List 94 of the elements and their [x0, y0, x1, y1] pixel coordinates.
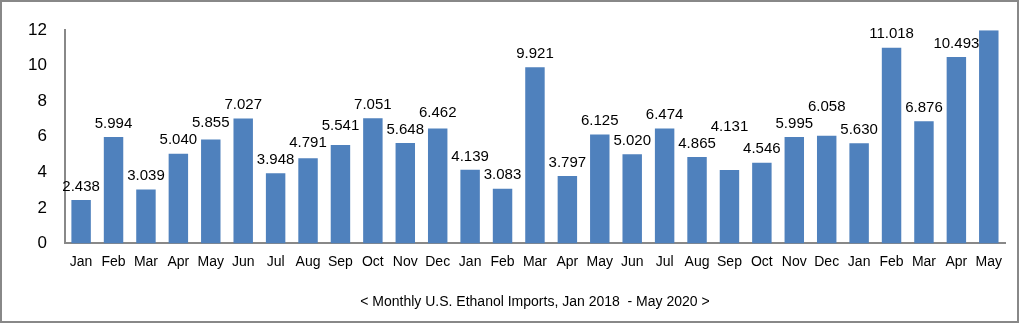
x-tick-label: Mar — [911, 252, 937, 269]
x-tick-label: Feb — [101, 252, 126, 269]
x-tick-label: Feb — [490, 252, 515, 269]
x-tick-label: Apr — [945, 252, 968, 269]
data-label: 5.541 — [321, 115, 360, 133]
y-tick-label: 8 — [37, 90, 47, 110]
bar — [816, 135, 837, 244]
x-tick-label: May — [975, 252, 1003, 269]
data-label: 7.027 — [224, 95, 262, 113]
data-label: 7.051 — [354, 94, 392, 112]
x-tick-label: Oct — [750, 252, 773, 269]
bar — [265, 173, 286, 244]
data-label: 6.058 — [807, 96, 846, 114]
x-tick-label: Sep — [717, 252, 743, 269]
data-label: 5.995 — [775, 113, 814, 131]
data-label: 3.797 — [548, 152, 587, 170]
bar — [752, 162, 772, 244]
x-tick-label: Nov — [781, 252, 807, 269]
x-tick-label: Apr — [167, 252, 190, 269]
data-label: 6.462 — [418, 102, 457, 120]
bar — [557, 175, 578, 244]
x-tick-label: Jan — [458, 252, 482, 269]
bar — [201, 139, 221, 244]
bar — [719, 170, 740, 244]
bar — [784, 136, 805, 244]
bar — [103, 136, 124, 244]
x-tick-label: Mar — [133, 252, 159, 269]
data-label: 9.921 — [516, 43, 554, 61]
bar — [849, 143, 869, 244]
bar — [395, 143, 416, 244]
data-label: 2.438 — [62, 176, 100, 194]
data-label: 5.648 — [386, 119, 425, 137]
bar — [427, 128, 448, 244]
x-tick-label: May — [197, 252, 225, 269]
bar — [298, 158, 318, 244]
x-tick-label: Dec — [814, 252, 840, 269]
bar — [460, 169, 480, 244]
data-label: 4.131 — [710, 116, 749, 134]
data-label: 5.855 — [192, 113, 230, 131]
data-label: 4.546 — [743, 139, 781, 157]
bar — [979, 30, 999, 244]
x-tick-label: Mar — [522, 252, 548, 269]
data-label: 6.474 — [645, 105, 684, 123]
x-tick-label: Jun — [620, 252, 644, 269]
data-label: 3.948 — [256, 149, 295, 167]
y-tick-label: 12 — [27, 19, 47, 39]
x-tick-label: May — [586, 252, 614, 269]
data-label: 4.139 — [451, 146, 489, 164]
bar — [71, 200, 91, 244]
data-label: 5.994 — [94, 113, 133, 131]
bar — [363, 118, 383, 244]
x-axis-title: < Monthly U.S. Ethanol Imports, Jan 2018 - May 2020 > — [360, 293, 710, 310]
bar — [168, 153, 189, 244]
bar — [525, 67, 545, 244]
x-tick-label: Aug — [684, 252, 710, 269]
data-label: 6.876 — [905, 97, 943, 115]
data-label: 4.791 — [289, 132, 327, 150]
data-label: 3.039 — [127, 166, 165, 184]
bar — [881, 47, 902, 244]
data-label: 10.493 — [933, 33, 980, 51]
data-label: 3.083 — [483, 165, 522, 183]
bar — [914, 121, 934, 244]
x-tick-label: Nov — [392, 252, 418, 269]
data-label: 5.020 — [613, 130, 651, 148]
x-tick-label: Dec — [425, 252, 451, 269]
bar — [946, 56, 967, 244]
data-label: 4.865 — [678, 133, 716, 151]
bar — [330, 144, 351, 244]
x-tick-label: Jan — [847, 252, 871, 269]
data-label: 11.018 — [869, 24, 914, 42]
x-tick-label: Apr — [556, 252, 579, 269]
x-tick-label: Sep — [327, 252, 354, 269]
bar — [654, 128, 675, 244]
y-tick-label: 2 — [37, 197, 47, 217]
data-label: 6.125 — [581, 111, 619, 129]
x-tick-label: Oct — [361, 252, 384, 269]
data-label: 5.040 — [159, 130, 198, 148]
data-label: 5.630 — [840, 120, 878, 138]
x-tick-label: Aug — [295, 252, 321, 269]
y-tick-label: 10 — [27, 55, 47, 75]
bar — [492, 188, 513, 244]
bar — [590, 134, 610, 244]
bar — [233, 118, 253, 244]
x-tick-label: Jul — [266, 252, 285, 269]
y-tick-label: 0 — [37, 233, 47, 253]
y-tick-label: 4 — [37, 162, 47, 182]
x-tick-label: Jun — [231, 252, 255, 269]
bar — [136, 189, 156, 244]
x-tick-label: Jul — [655, 252, 674, 269]
bar — [687, 156, 707, 244]
x-tick-label: Feb — [879, 252, 904, 269]
bar — [622, 154, 642, 244]
y-tick-label: 6 — [37, 126, 47, 146]
x-tick-label: Jan — [69, 252, 93, 269]
